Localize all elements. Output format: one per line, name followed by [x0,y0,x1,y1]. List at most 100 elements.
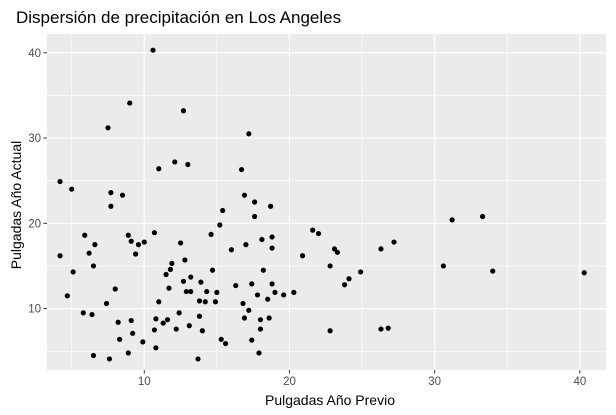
data-point [269,245,275,251]
data-point [222,340,229,347]
data-point [254,292,261,298]
data-point [105,125,111,131]
y-tick-label: 40 [28,48,41,60]
data-point [135,242,142,248]
data-point [233,282,239,289]
data-point [125,350,131,356]
data-point [327,263,333,269]
data-point [180,108,187,114]
data-point [176,310,182,316]
data-point [266,315,272,321]
x-axis-title: Pulgadas Año Previo [265,392,395,408]
y-tick-label: 20 [28,218,41,230]
data-point [164,317,171,323]
data-point [440,263,446,269]
data-point [80,310,86,316]
data-point [57,178,63,185]
data-point [378,326,384,332]
data-point [108,190,114,196]
data-point [269,234,275,240]
data-point [202,299,208,305]
data-point [183,288,189,295]
data-point [167,266,174,272]
x-axis-ticks: 10 20 30 40 [138,370,586,388]
x-tick-label: 20 [283,376,296,388]
data-point [125,232,131,238]
data-point [112,286,118,292]
data-point [256,350,262,356]
data-point [198,279,204,285]
data-point [346,276,352,282]
data-point [358,269,364,275]
data-point [185,161,191,168]
data-point [128,238,134,244]
minor-gridlines [47,34,606,370]
data-point [82,232,88,238]
data-point [127,100,133,106]
data-point [257,326,264,332]
data-point [246,307,252,313]
data-point [260,267,266,273]
data-point [291,289,297,295]
data-point [220,207,226,214]
data-point [391,239,397,245]
data-point [156,299,162,305]
data-point [141,239,147,245]
y-axis-title: Pulgadas Año Actual [8,141,24,269]
data-point [115,319,121,325]
data-point [86,250,92,256]
data-point [334,249,340,255]
data-point [180,278,187,284]
data-point [150,47,156,53]
data-point [199,328,205,334]
data-point [186,323,192,329]
data-point [69,186,75,192]
data-point [315,230,322,237]
data-point [342,282,348,288]
data-point [252,199,258,205]
data-point [90,352,97,359]
data-point [449,217,455,223]
x-tick-label: 40 [573,376,586,388]
data-point [238,166,245,173]
major-gridlines [47,34,606,370]
data-point [103,300,110,307]
chart-title: Dispersión de precipitación en Los Angel… [16,8,341,27]
y-tick-label: 30 [28,133,41,145]
data-point [57,253,63,259]
data-point [310,227,316,233]
data-point [140,339,146,345]
data-point [195,356,201,362]
y-axis-ticks: 10 20 30 40 [28,48,47,316]
data-point [257,317,264,323]
data-point [156,166,162,172]
data-point [281,292,287,298]
data-point [218,336,224,342]
data-point [228,247,234,253]
data-point [265,296,271,302]
data-point [272,289,278,295]
data-point [177,240,184,246]
data-point [116,336,123,342]
data-point [209,267,216,273]
data-point [240,300,246,307]
data-point [196,313,203,319]
data-point [89,311,95,318]
data-point [204,288,210,295]
data-point [243,242,249,248]
data-point [151,327,158,333]
data-point [182,257,188,263]
data-points [57,47,587,362]
x-tick-label: 30 [428,376,441,388]
data-point [92,242,98,248]
data-point [188,288,194,295]
data-point [331,246,338,252]
data-point [208,231,214,238]
data-point [252,213,258,220]
data-point [172,159,178,165]
data-point [249,337,255,343]
y-tick-label: 10 [28,304,41,316]
data-point [153,345,159,351]
data-point [249,281,255,287]
x-tick-label: 10 [138,376,151,388]
